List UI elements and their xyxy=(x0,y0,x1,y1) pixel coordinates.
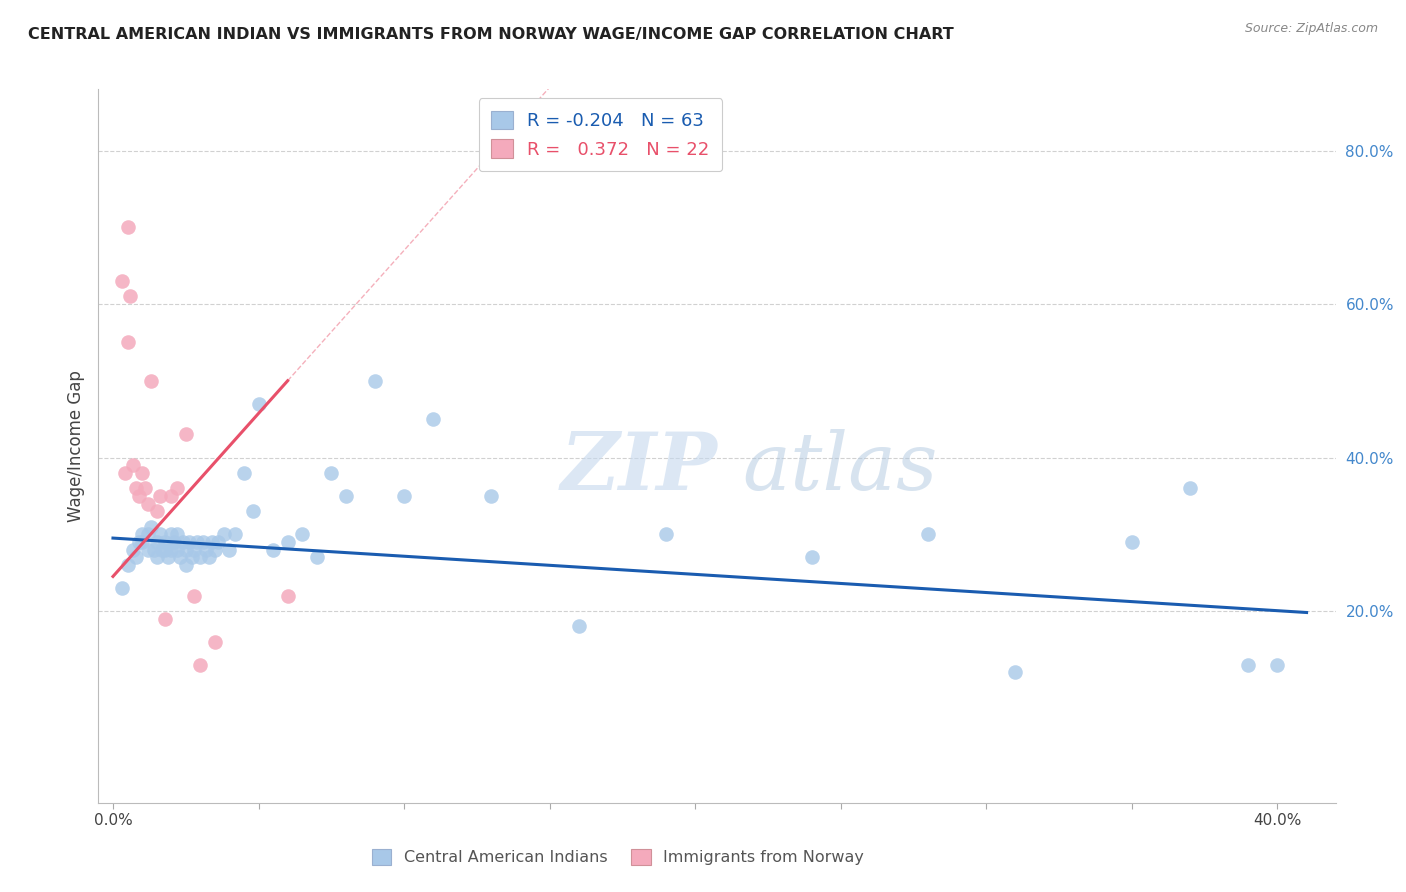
Point xyxy=(242,504,264,518)
Point xyxy=(392,489,415,503)
Text: atlas: atlas xyxy=(742,429,938,506)
Point xyxy=(335,489,357,503)
Point xyxy=(131,527,153,541)
Point xyxy=(193,535,215,549)
Point xyxy=(163,535,186,549)
Point xyxy=(262,542,284,557)
Point xyxy=(166,542,188,557)
Point xyxy=(204,634,226,648)
Point xyxy=(177,535,200,549)
Legend: Central American Indians, Immigrants from Norway: Central American Indians, Immigrants fro… xyxy=(364,841,872,873)
Point xyxy=(917,527,939,541)
Point xyxy=(188,657,211,672)
Point xyxy=(224,527,246,541)
Point xyxy=(1121,535,1143,549)
Point xyxy=(568,619,591,633)
Point xyxy=(148,527,170,541)
Point xyxy=(198,550,221,565)
Point xyxy=(157,550,180,565)
Point xyxy=(134,481,156,495)
Point xyxy=(1237,657,1260,672)
Text: CENTRAL AMERICAN INDIAN VS IMMIGRANTS FROM NORWAY WAGE/INCOME GAP CORRELATION CH: CENTRAL AMERICAN INDIAN VS IMMIGRANTS FR… xyxy=(28,27,953,42)
Point xyxy=(188,550,211,565)
Point xyxy=(155,612,177,626)
Point xyxy=(155,535,177,549)
Point xyxy=(364,374,387,388)
Point xyxy=(120,289,142,303)
Point xyxy=(233,466,256,480)
Point xyxy=(131,535,153,549)
Point xyxy=(117,220,139,235)
Point xyxy=(128,535,150,549)
Point xyxy=(166,527,188,541)
Point xyxy=(183,589,205,603)
Text: ZIP: ZIP xyxy=(560,429,717,506)
Point xyxy=(160,527,183,541)
Point xyxy=(207,535,229,549)
Point xyxy=(117,558,139,572)
Point xyxy=(291,527,314,541)
Point xyxy=(212,527,235,541)
Point xyxy=(204,542,226,557)
Point xyxy=(186,535,208,549)
Point xyxy=(139,519,162,533)
Point xyxy=(201,535,224,549)
Point xyxy=(152,542,174,557)
Point xyxy=(481,489,503,503)
Point xyxy=(422,412,444,426)
Point xyxy=(218,542,240,557)
Point xyxy=(145,550,167,565)
Point xyxy=(114,466,136,480)
Point xyxy=(131,466,153,480)
Point xyxy=(174,542,197,557)
Point xyxy=(136,527,159,541)
Point xyxy=(160,489,183,503)
Point xyxy=(117,335,139,350)
Text: Source: ZipAtlas.com: Source: ZipAtlas.com xyxy=(1244,22,1378,36)
Point xyxy=(136,542,159,557)
Point xyxy=(800,550,823,565)
Point xyxy=(321,466,343,480)
Point xyxy=(111,274,134,288)
Point xyxy=(148,489,170,503)
Point xyxy=(145,535,167,549)
Point xyxy=(172,535,194,549)
Point xyxy=(305,550,328,565)
Point xyxy=(655,527,678,541)
Point xyxy=(125,481,148,495)
Point xyxy=(195,542,218,557)
Point xyxy=(155,542,177,557)
Point xyxy=(122,458,145,473)
Y-axis label: Wage/Income Gap: Wage/Income Gap xyxy=(66,370,84,522)
Point xyxy=(180,550,202,565)
Point xyxy=(174,558,197,572)
Point xyxy=(139,374,162,388)
Point xyxy=(277,589,299,603)
Point xyxy=(277,535,299,549)
Point xyxy=(183,542,205,557)
Point xyxy=(136,497,159,511)
Point xyxy=(1267,657,1289,672)
Point xyxy=(111,581,134,595)
Point xyxy=(125,550,148,565)
Point xyxy=(1178,481,1201,495)
Point xyxy=(169,550,191,565)
Point xyxy=(247,397,270,411)
Point xyxy=(142,542,165,557)
Point xyxy=(122,542,145,557)
Point xyxy=(166,481,188,495)
Point xyxy=(160,542,183,557)
Point xyxy=(1004,665,1026,680)
Point xyxy=(128,489,150,503)
Point xyxy=(174,427,197,442)
Point xyxy=(145,504,167,518)
